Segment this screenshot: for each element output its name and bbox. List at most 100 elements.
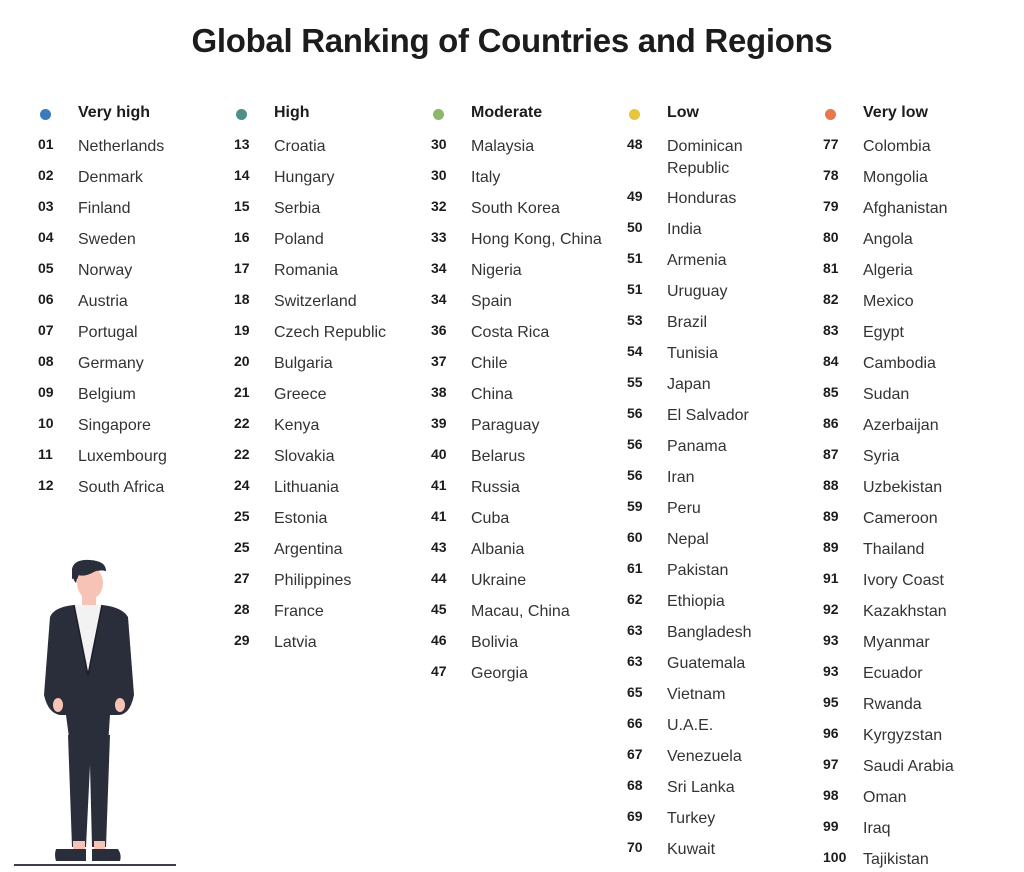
country-name: Sri Lanka xyxy=(667,779,735,796)
country-name: Belgium xyxy=(78,386,136,403)
list-item: 14 Hungary xyxy=(234,164,424,190)
list-item: 28 France xyxy=(234,598,424,624)
category-dot-icon xyxy=(433,109,444,120)
list-item: 69 Turkey xyxy=(627,805,817,831)
country-name: Hong Kong, China xyxy=(471,231,602,248)
rank-number: 91 xyxy=(823,570,839,586)
category-dot-icon xyxy=(236,109,247,120)
list-item: 02 Denmark xyxy=(38,164,228,190)
rank-number: 82 xyxy=(823,291,839,307)
rank-number: 84 xyxy=(823,353,839,369)
rank-number: 14 xyxy=(234,167,250,183)
country-name: Costa Rica xyxy=(471,324,550,341)
list-item: 03 Finland xyxy=(38,195,228,221)
list-item: 86 Azerbaijan xyxy=(823,412,1013,438)
country-name: Syria xyxy=(863,448,900,465)
list-item: 56 El Salvador xyxy=(627,402,817,428)
list-item: 100 Tajikistan xyxy=(823,846,1013,872)
rank-number: 38 xyxy=(431,384,447,400)
country-name: Kyrgyzstan xyxy=(863,727,943,744)
country-name: Ukraine xyxy=(471,572,527,589)
rank-number: 20 xyxy=(234,353,250,369)
list-item: 49 Honduras xyxy=(627,185,817,211)
country-name: Croatia xyxy=(274,138,326,155)
category-label: Very high xyxy=(78,104,151,121)
country-name: Rwanda xyxy=(863,696,922,713)
country-name: Sudan xyxy=(863,386,910,403)
country-name: Czech Republic xyxy=(274,324,387,341)
list-item: 97 Saudi Arabia xyxy=(823,753,1013,779)
list-item: 46 Bolivia xyxy=(431,629,621,655)
list-item: 15 Serbia xyxy=(234,195,424,221)
rank-number: 18 xyxy=(234,291,250,307)
list-item: 38 China xyxy=(431,381,621,407)
rank-number: 54 xyxy=(627,343,643,359)
rank-number: 81 xyxy=(823,260,839,276)
list-item: 43 Albania xyxy=(431,536,621,562)
list-item: 92 Kazakhstan xyxy=(823,598,1013,624)
list-item: 25 Estonia xyxy=(234,505,424,531)
rank-number: 22 xyxy=(234,446,250,462)
country-name: Bangladesh xyxy=(667,624,752,641)
rank-number: 15 xyxy=(234,198,250,214)
country-name: Chile xyxy=(471,355,508,372)
country-name: Cuba xyxy=(471,510,510,527)
country-name: Argentina xyxy=(274,541,343,558)
category-label: High xyxy=(274,104,310,121)
ranking-column: Very high 01 Netherlands 02 Denmark 03 Finland… xyxy=(38,100,228,500)
country-name: Belarus xyxy=(471,448,526,465)
list-item: 93 Myanmar xyxy=(823,629,1013,655)
rank-number: 59 xyxy=(627,498,643,514)
rank-number: 79 xyxy=(823,198,839,214)
list-item: 65 Vietnam xyxy=(627,681,817,707)
list-item: 17 Romania xyxy=(234,257,424,283)
country-name: Estonia xyxy=(274,510,328,527)
list-item: 34 Spain xyxy=(431,288,621,314)
country-name: Uruguay xyxy=(667,283,728,300)
country-name: Colombia xyxy=(863,138,931,155)
list-item: 19 Czech Republic xyxy=(234,319,424,345)
list-item: 34 Nigeria xyxy=(431,257,621,283)
country-name: Algeria xyxy=(863,262,913,279)
rank-number: 98 xyxy=(823,787,839,803)
list-item: 96 Kyrgyzstan xyxy=(823,722,1013,748)
rank-number: 66 xyxy=(627,715,643,731)
country-name: Malaysia xyxy=(471,138,535,155)
rank-number: 27 xyxy=(234,570,250,586)
country-name: Poland xyxy=(274,231,324,248)
list-item: 89 Thailand xyxy=(823,536,1013,562)
rank-number: 16 xyxy=(234,229,250,245)
ranking-column: Very low 77 Colombia 78 Mongolia 79 Afghanista… xyxy=(823,100,1013,872)
list-item: 44 Ukraine xyxy=(431,567,621,593)
country-name: Armenia xyxy=(667,252,727,269)
list-item: 56 Iran xyxy=(627,464,817,490)
rank-number: 56 xyxy=(627,405,643,421)
country-name: Georgia xyxy=(471,665,528,682)
country-name: Angola xyxy=(863,231,913,248)
country-name: Paraguay xyxy=(471,417,540,434)
country-name: U.A.E. xyxy=(667,717,714,734)
rank-number: 01 xyxy=(38,136,54,152)
list-item: 22 Kenya xyxy=(234,412,424,438)
list-item: 88 Uzbekistan xyxy=(823,474,1013,500)
country-name: Thailand xyxy=(863,541,925,558)
rank-number: 87 xyxy=(823,446,839,462)
rank-number: 03 xyxy=(38,198,54,214)
country-name: Guatemala xyxy=(667,655,746,672)
list-item: 07 Portugal xyxy=(38,319,228,345)
list-item: 33 Hong Kong, China xyxy=(431,226,621,252)
rank-number: 48 xyxy=(627,136,643,152)
rank-number: 06 xyxy=(38,291,54,307)
list-item: 13 Croatia xyxy=(234,133,424,159)
country-name: Kuwait xyxy=(667,841,716,858)
country-name: South Africa xyxy=(78,479,165,496)
list-item: 29 Latvia xyxy=(234,629,424,655)
list-item: 80 Angola xyxy=(823,226,1013,252)
country-name: Sweden xyxy=(78,231,136,248)
country-name: Ivory Coast xyxy=(863,572,944,589)
rank-number: 62 xyxy=(627,591,643,607)
list-item: 12 South Africa xyxy=(38,474,228,500)
country-name: Switzerland xyxy=(274,293,357,310)
country-name: Pakistan xyxy=(667,562,729,579)
country-name: Saudi Arabia xyxy=(863,758,954,775)
